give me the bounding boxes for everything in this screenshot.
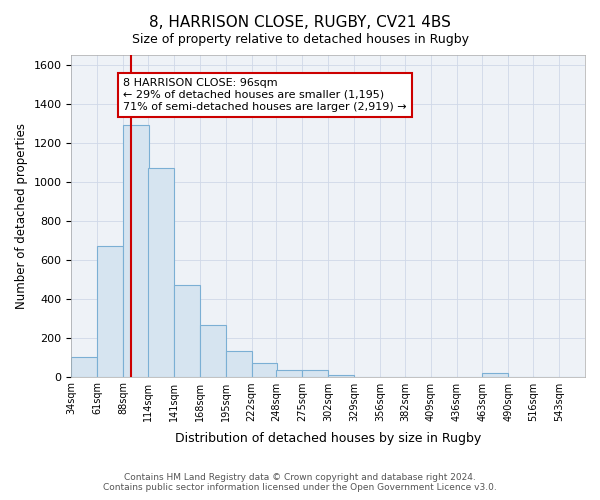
Bar: [482, 372, 508, 376]
Bar: [251, 363, 277, 376]
Bar: [200, 325, 226, 376]
Bar: [302, 370, 328, 376]
Text: 8, HARRISON CLOSE, RUGBY, CV21 4BS: 8, HARRISON CLOSE, RUGBY, CV21 4BS: [149, 15, 451, 30]
Bar: [123, 125, 149, 376]
X-axis label: Distribution of detached houses by size in Rugby: Distribution of detached houses by size …: [175, 432, 481, 445]
Text: Contains HM Land Registry data © Crown copyright and database right 2024.
Contai: Contains HM Land Registry data © Crown c…: [103, 473, 497, 492]
Bar: [174, 285, 200, 376]
Bar: [328, 374, 354, 376]
Text: Size of property relative to detached houses in Rugby: Size of property relative to detached ho…: [131, 32, 469, 46]
Bar: [277, 370, 302, 376]
Bar: [226, 351, 251, 376]
Text: 8 HARRISON CLOSE: 96sqm
← 29% of detached houses are smaller (1,195)
71% of semi: 8 HARRISON CLOSE: 96sqm ← 29% of detache…: [123, 78, 407, 112]
Bar: [148, 168, 174, 376]
Bar: [71, 357, 97, 376]
Y-axis label: Number of detached properties: Number of detached properties: [15, 123, 28, 309]
Bar: [97, 246, 123, 376]
